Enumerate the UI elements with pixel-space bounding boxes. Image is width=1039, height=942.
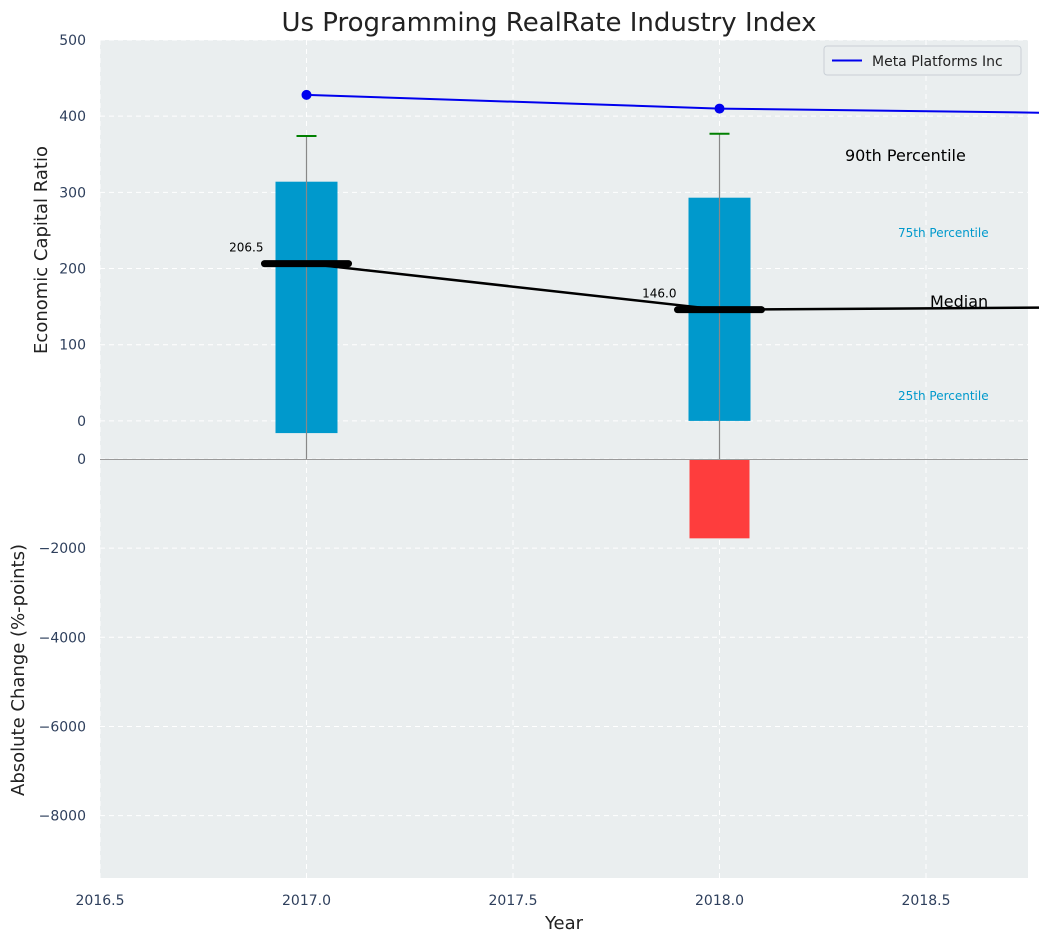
bottom-y-tick-label: 0 — [77, 452, 86, 468]
x-tick-label: 2018.5 — [902, 893, 951, 909]
top-y-tick-label: 400 — [59, 109, 86, 125]
x-tick-label: 2017.5 — [489, 893, 538, 909]
legend-label: Meta Platforms Inc — [872, 54, 1003, 70]
annotation-25th-percentile: 25th Percentile — [898, 389, 989, 403]
company-point — [301, 89, 312, 100]
legend: Meta Platforms Inc — [823, 45, 1022, 76]
company-line — [306, 93, 1039, 114]
annotation-median: Median — [930, 292, 988, 311]
legend-box — [823, 45, 1022, 76]
median-value-label: 206.5 — [229, 241, 263, 255]
median-value-label: 146.0 — [642, 287, 676, 301]
bottom-y-tick-label: −6000 — [39, 719, 86, 735]
bottom-panel: 0 −2000 −4000 −6000 −8000 Absolute Change (%… — [8, 452, 1028, 878]
x-axis-label: Year — [544, 913, 584, 934]
x-tick-label: 2017.0 — [282, 893, 331, 909]
bottom-panel-background — [100, 459, 1028, 878]
x-ticks: 2016.52017.02017.52018.02018.52019.02019… — [76, 893, 951, 909]
x-tick-label: 2018.0 — [695, 893, 744, 909]
company-point — [714, 103, 725, 114]
bottom-y-tick-label: −2000 — [39, 541, 86, 557]
top-y-axis-label: Economic Capital Ratio — [31, 146, 52, 354]
bottom-y-tick-label: −4000 — [39, 630, 86, 646]
annotation-90th-percentile: 90th Percentile — [845, 146, 966, 165]
annotation-75th-percentile: 75th Percentile — [898, 226, 989, 240]
bottom-y-ticks: 0 −2000 −4000 −6000 −8000 — [39, 452, 86, 825]
bottom-marks — [689, 459, 750, 539]
top-y-tick-label: 100 — [59, 338, 86, 354]
x-tick-label: 2016.5 — [76, 893, 125, 909]
change-bar — [689, 459, 750, 539]
bottom-y-tick-label: −8000 — [39, 809, 86, 825]
top-y-tick-label: 200 — [59, 262, 86, 278]
top-y-ticks: 0 100 200 300 400 500 — [59, 33, 86, 430]
chart-title: Us Programming RealRate Industry Index — [281, 8, 816, 38]
median-trend-line — [306, 262, 1039, 311]
top-y-tick-label: 500 — [59, 33, 86, 49]
bottom-y-axis-label: Absolute Change (%-points) — [8, 544, 29, 796]
top-y-tick-label: 0 — [77, 414, 86, 430]
top-y-tick-label: 300 — [59, 185, 86, 201]
